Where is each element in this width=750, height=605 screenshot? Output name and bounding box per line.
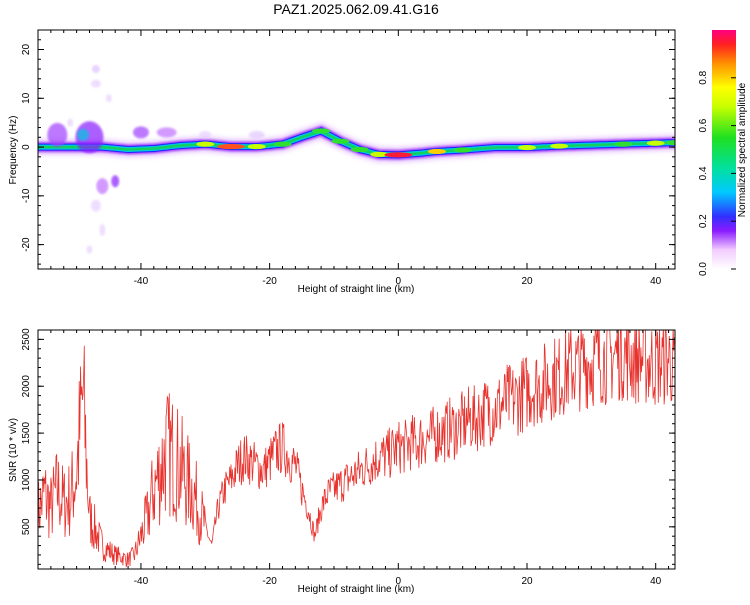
spectrogram-x-axis-label: Height of straight line (km)	[298, 284, 415, 295]
ridge-hotspot	[614, 141, 633, 147]
noise-blob	[99, 223, 106, 236]
ridge-hotspot	[518, 144, 537, 151]
noise-blob	[90, 199, 101, 212]
noise-blob	[132, 126, 149, 139]
snr-x-tick-label: 0	[396, 576, 402, 587]
spectrogram-y-tick-label: 10	[21, 92, 32, 104]
noise-blob	[96, 178, 109, 195]
spectrogram-y-tick-label: 0	[21, 144, 32, 150]
spectrogram-x-tick-label: -40	[134, 276, 149, 287]
snr-panel: -40 -20 0 20 40 500 1000 1500 2000 2500 Height of…	[8, 328, 676, 595]
snr-y-tick-label: 1500	[21, 422, 32, 445]
spectrogram-x-tick-label: 40	[650, 276, 662, 287]
spectrogram-heat	[38, 65, 675, 254]
ridge-hotspot	[247, 143, 266, 150]
spectrogram-frame	[37, 29, 676, 270]
ridge-hotspot	[312, 128, 331, 134]
snr-y-tick-label: 1000	[21, 468, 32, 491]
ridge-hotspot	[384, 152, 413, 158]
colorbar-tick-label: 0.6	[698, 118, 709, 132]
colorbar-ticks: 0.0 0.2 0.4 0.6 0.8	[698, 70, 736, 276]
colorbar-label: Normalized spectral amplitude	[737, 82, 748, 217]
ridge-hotspot	[370, 151, 389, 157]
snr-y-axis-label: SNR (10 * v/v)	[8, 418, 19, 482]
main-title: PAZ1.2025.062.09.41.G16	[273, 1, 439, 17]
snr-x-tick-label: 20	[521, 576, 533, 587]
colorbar-tick-label: 0.0	[698, 262, 709, 276]
noise-blob	[91, 65, 100, 74]
spectrogram-x-tick-label: 0	[396, 276, 402, 287]
spectrogram-y-tick-label: 20	[21, 44, 32, 56]
ridge-hotspot	[217, 143, 246, 150]
ridge-hotspot	[427, 148, 446, 155]
noise-blob	[86, 245, 93, 254]
snr-x-tick-label: -20	[262, 576, 277, 587]
snr-frame	[37, 329, 676, 570]
spectrogram-x-tick-label: 20	[521, 276, 533, 287]
noise-blob	[199, 130, 212, 139]
snr-y-tick-label: 2000	[21, 375, 32, 398]
colorbar: 0.0 0.2 0.4 0.6 0.8 Normalized spectral ampl…	[698, 30, 748, 276]
ridge-hotspot	[646, 140, 665, 146]
snr-axes: -40 -20 0 20 40 500 1000 1500 2000 2500	[21, 328, 675, 587]
ridge-hotspot	[273, 141, 292, 147]
ridge-hotspot	[331, 138, 350, 144]
snr-x-tick-label: 40	[650, 576, 662, 587]
noise-blob	[248, 130, 265, 139]
colorbar-tick-label: 0.8	[698, 70, 709, 84]
ridge-hotspot	[550, 143, 569, 149]
ridge-hotspot	[453, 147, 472, 153]
noise-blob	[111, 175, 120, 188]
spectrogram-y-axis-label: Frequency (Hz)	[8, 116, 19, 185]
ridge-hotspot	[196, 141, 215, 147]
spectrogram-x-tick-label: -20	[262, 276, 277, 287]
colorbar-gradient	[712, 30, 736, 269]
ridge-hotspot	[666, 140, 675, 146]
noise-blob	[47, 122, 68, 147]
colorbar-tick-label: 0.4	[698, 166, 709, 180]
snr-plot-area	[38, 330, 675, 568]
spectrogram-axes: -40 -20 0 20 40 -20 -10 0 10 20	[21, 29, 675, 287]
snr-x-axis-label: Height of straight line (km)	[298, 584, 415, 595]
noise-blob	[67, 118, 74, 127]
snr-x-tick-label: -40	[134, 576, 149, 587]
spectrogram-panel: -40 -20 0 20 40 -20 -10 0 10 20 Height of straigh…	[8, 29, 676, 295]
colorbar-tick-label: 0.2	[698, 214, 709, 228]
noise-blob	[105, 94, 112, 103]
snr-line	[38, 330, 675, 568]
spectrogram-y-tick-label: -20	[21, 237, 32, 252]
ridge-hotspot	[350, 146, 369, 153]
spectrogram-y-tick-label: -10	[21, 188, 32, 203]
noise-blob	[156, 127, 177, 138]
noise-blob	[77, 128, 90, 141]
noise-blob	[90, 79, 101, 88]
snr-y-tick-label: 500	[21, 518, 32, 535]
snr-y-tick-label: 2500	[21, 328, 32, 351]
